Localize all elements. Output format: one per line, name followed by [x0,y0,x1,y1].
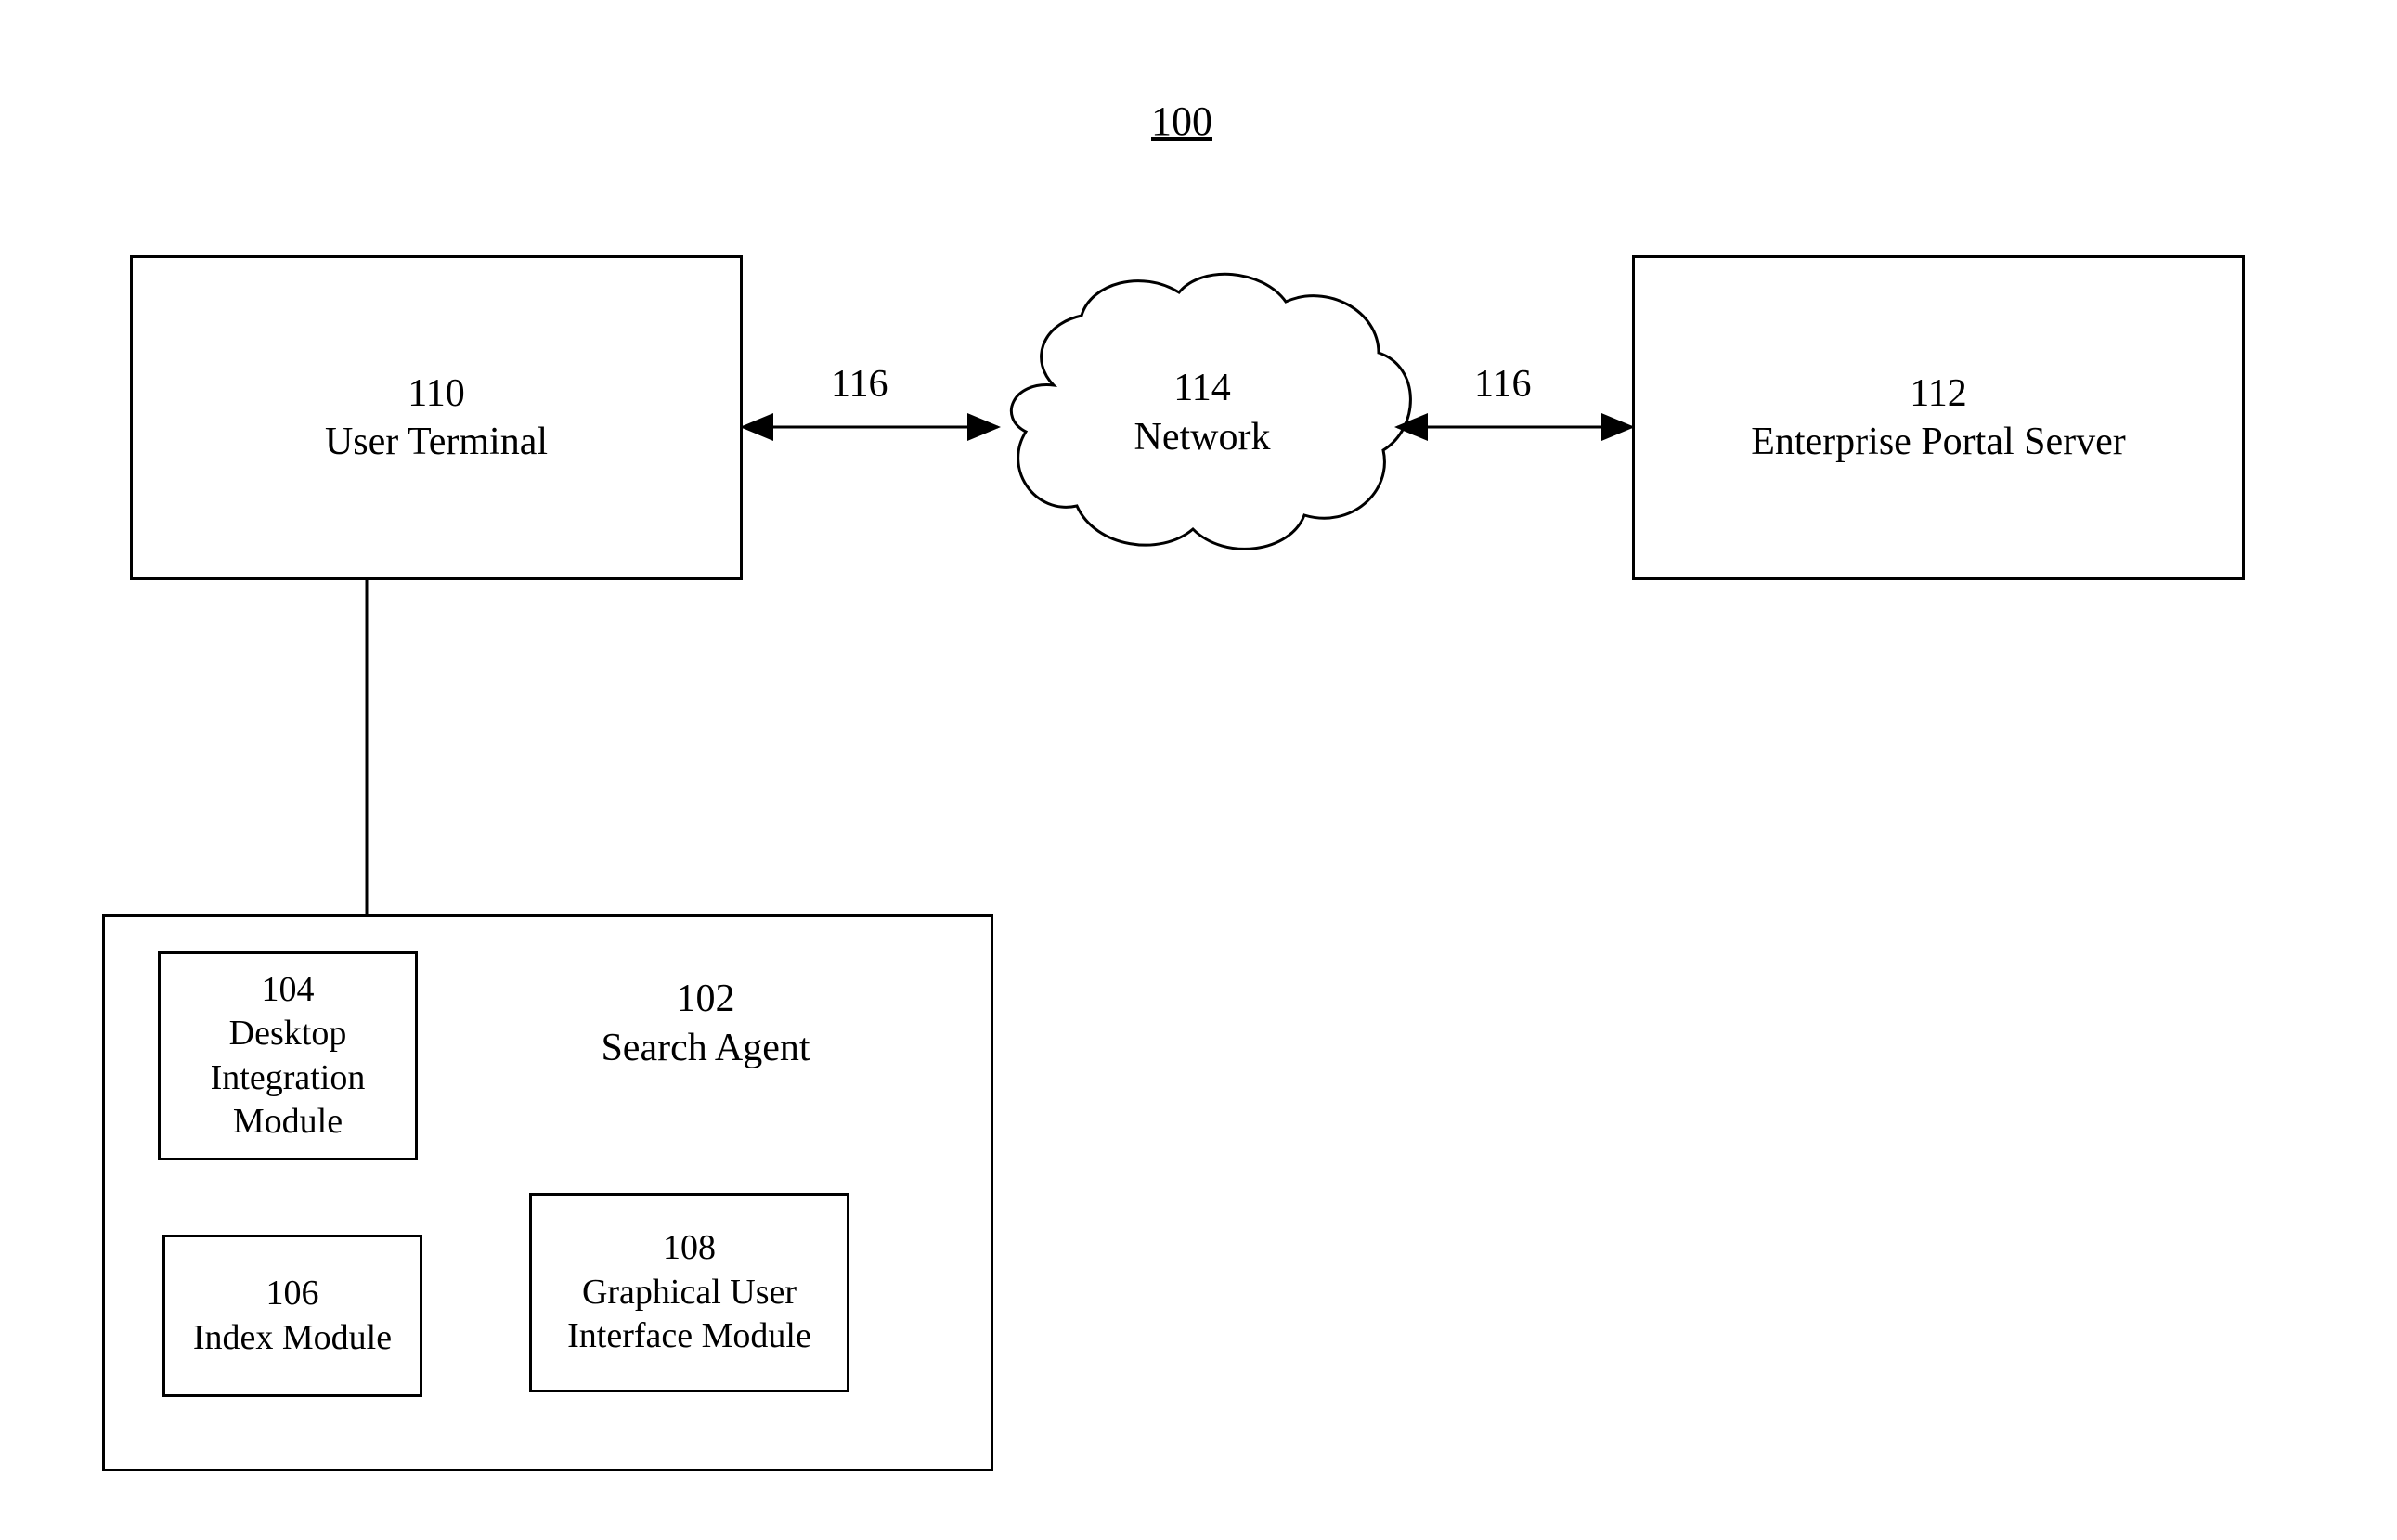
user-terminal-box: 110 User Terminal [130,255,743,580]
user-terminal-label: 110 User Terminal [325,369,548,467]
index-module-box: 106 Index Module [162,1235,422,1397]
enterprise-portal-server-label: 112 Enterprise Portal Server [1751,369,2126,467]
connector-label-right: 116 [1474,362,1531,407]
desktop-integration-module-box: 104 DesktopIntegrationModule [158,951,418,1160]
index-module-label: 106 Index Module [193,1272,392,1360]
enterprise-portal-server-box: 112 Enterprise Portal Server [1632,255,2245,580]
gui-module-label: 108 Graphical UserInterface Module [567,1226,811,1359]
gui-module-box: 108 Graphical UserInterface Module [529,1193,849,1392]
search-agent-label: 102 Search Agent [585,975,826,1072]
network-label: 114 Network [1109,364,1295,461]
figure-number: 100 [1151,97,1212,145]
system-diagram: 100 110 User Terminal 114 Network [0,0,2397,1540]
connector-label-left: 116 [831,362,888,407]
desktop-integration-module-label: 104 DesktopIntegrationModule [211,968,366,1145]
